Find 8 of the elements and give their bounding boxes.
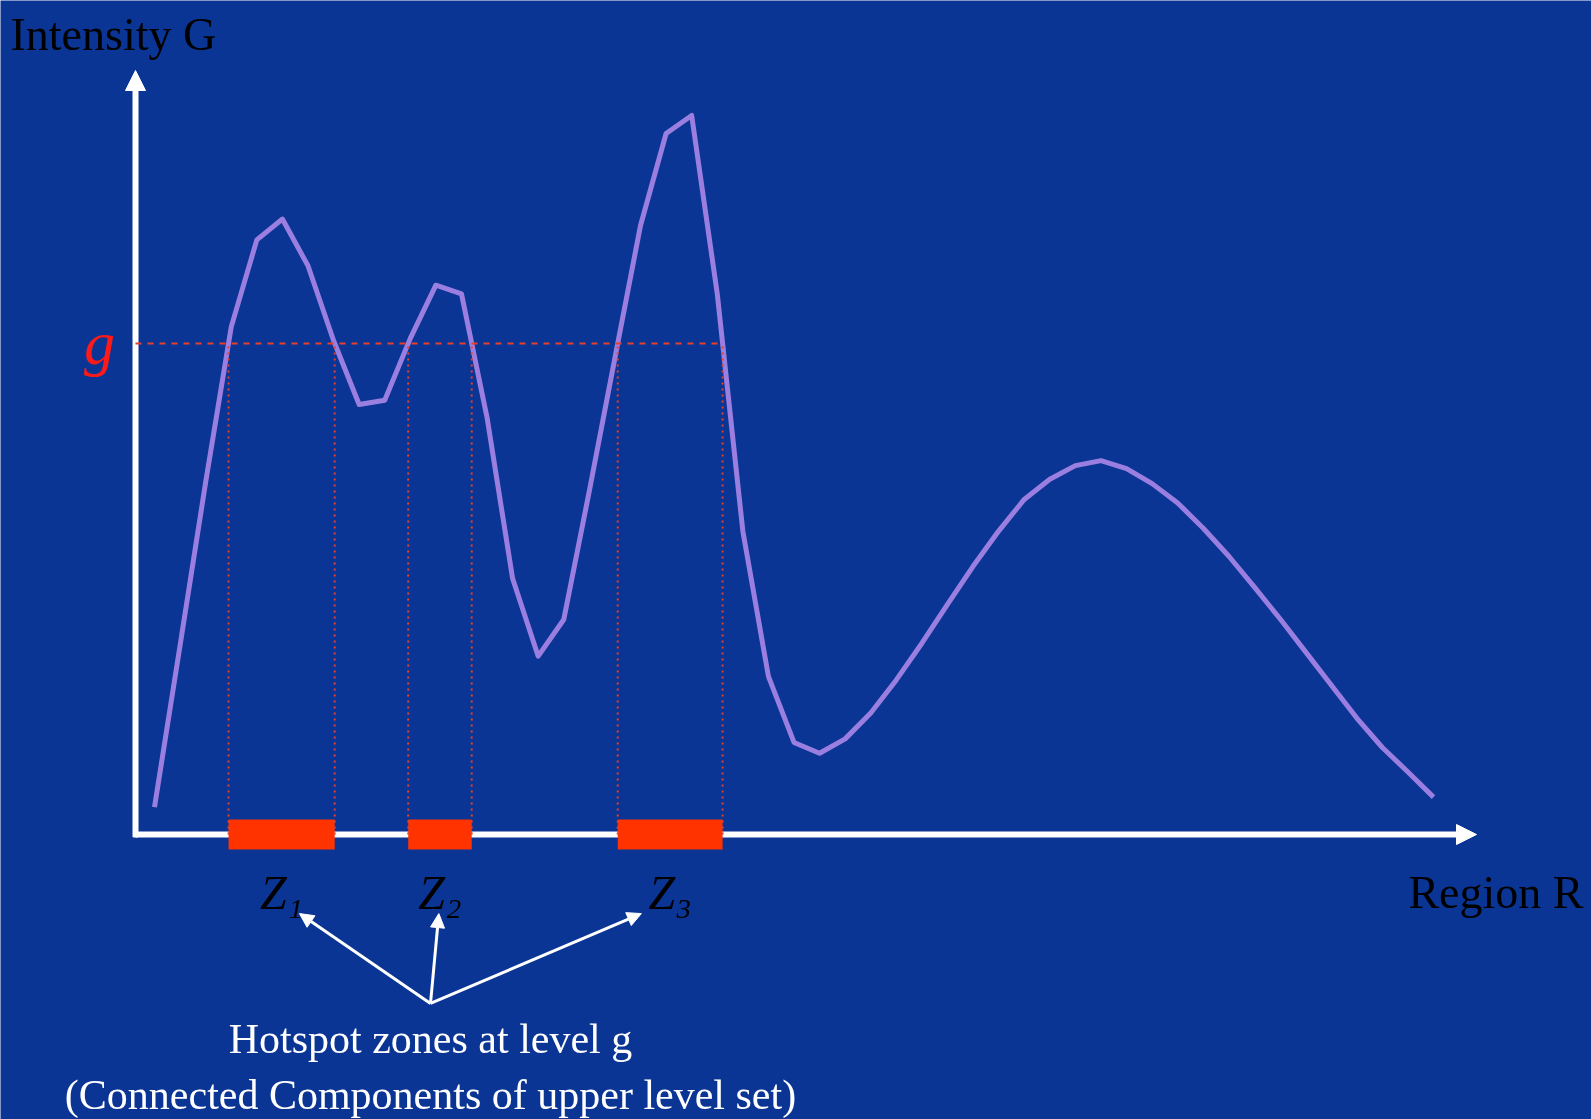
y-axis-title: Intensity G — [10, 8, 217, 60]
text: Z₁ — [259, 865, 304, 919]
text: (Connected Components of upper level set) — [64, 1072, 797, 1119]
text: Z₃ — [648, 865, 692, 919]
text: Hotspot zones at level g — [228, 1016, 633, 1063]
text: Z₂ — [418, 865, 462, 919]
ref-line-label: g — [84, 309, 116, 378]
x-axis-title: Region R — [1408, 866, 1584, 918]
